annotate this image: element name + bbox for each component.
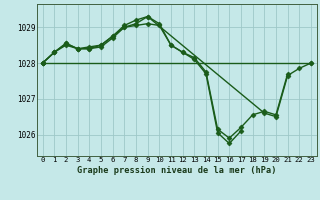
X-axis label: Graphe pression niveau de la mer (hPa): Graphe pression niveau de la mer (hPa)	[77, 166, 276, 175]
